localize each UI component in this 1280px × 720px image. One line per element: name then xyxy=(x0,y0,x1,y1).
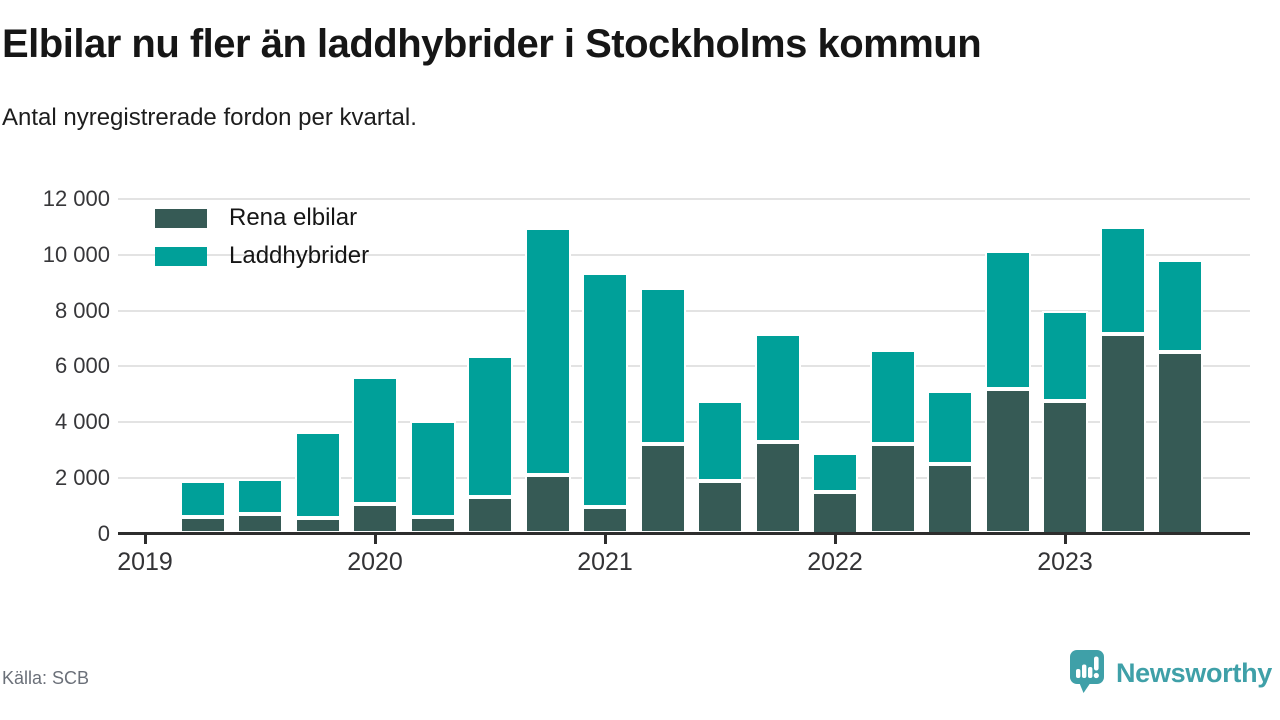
bar-segment-rena-elbilar xyxy=(984,388,1031,534)
bar-segment-laddhybrider xyxy=(1099,226,1146,335)
newsworthy-wordmark: Newsworthy xyxy=(1115,657,1272,688)
chart-subtitle: Antal nyregistrerade fordon per kvartal. xyxy=(2,104,417,131)
bar-segment-laddhybrider xyxy=(869,349,916,445)
bar-segment-rena-elbilar xyxy=(582,507,628,534)
bar-segment-rena-elbilar xyxy=(754,441,801,534)
bar-segment-rena-elbilar xyxy=(179,516,226,534)
x-tick xyxy=(603,535,607,544)
x-tick-label: 2019 xyxy=(117,547,173,576)
y-tick-label: 10 000 xyxy=(42,241,110,267)
legend-swatch-rena-elbilar xyxy=(155,208,207,228)
y-tick-label: 6 000 xyxy=(54,353,110,379)
bar-segment-laddhybrider xyxy=(927,391,973,464)
bar-segment-rena-elbilar xyxy=(927,463,973,534)
bar-segment-laddhybrider xyxy=(812,452,858,492)
page-title: Elbilar nu fler än laddhybrider i Stockh… xyxy=(2,22,982,66)
legend-label: Laddhybrider xyxy=(229,242,370,269)
newsworthy-logo: Newsworthy xyxy=(1069,650,1272,696)
y-tick-label: 12 000 xyxy=(42,186,110,211)
y-gridline xyxy=(118,253,1250,256)
bar-segment-laddhybrider xyxy=(1042,310,1088,402)
legend-item-rena-elbilar: Rena elbilar xyxy=(155,204,369,231)
bar-segment-rena-elbilar xyxy=(1157,352,1203,534)
bar-segment-laddhybrider xyxy=(524,228,571,475)
bar-segment-rena-elbilar xyxy=(639,444,686,534)
x-tick xyxy=(373,535,377,544)
bar-segment-rena-elbilar xyxy=(697,480,743,534)
bar-segment-rena-elbilar xyxy=(467,497,513,534)
y-tick-label: 8 000 xyxy=(54,297,110,323)
x-tick-label: 2020 xyxy=(347,547,403,576)
bar-segment-rena-elbilar xyxy=(409,516,456,534)
legend-swatch-laddhybrider xyxy=(155,246,207,266)
bar-segment-laddhybrider xyxy=(1157,260,1203,353)
bar-segment-laddhybrider xyxy=(294,431,341,519)
x-tick-label: 2021 xyxy=(577,547,633,576)
y-tick-label: 0 xyxy=(97,520,110,546)
bar-segment-rena-elbilar xyxy=(237,513,283,534)
bar-segment-laddhybrider xyxy=(697,401,743,481)
bar-segment-rena-elbilar xyxy=(812,491,858,534)
bar-segment-rena-elbilar xyxy=(352,504,398,534)
y-tick-label: 2 000 xyxy=(54,464,110,490)
bar-segment-laddhybrider xyxy=(237,479,283,514)
source-note: Källa: SCB xyxy=(2,668,90,688)
y-gridline xyxy=(118,198,1250,200)
x-tick-label: 2022 xyxy=(807,547,863,576)
x-tick xyxy=(1063,535,1067,544)
newsworthy-bubble-icon xyxy=(1069,650,1104,693)
bar-segment-rena-elbilar xyxy=(869,444,916,534)
bar-segment-laddhybrider xyxy=(582,272,628,507)
bar-segment-rena-elbilar xyxy=(1099,334,1146,534)
bar-segment-rena-elbilar xyxy=(524,474,571,534)
x-axis-line xyxy=(118,532,1250,535)
bar-segment-laddhybrider xyxy=(984,250,1031,389)
chart-legend: Rena elbilar Laddhybrider xyxy=(155,204,370,283)
x-tick-label: 2023 xyxy=(1037,547,1093,576)
x-tick xyxy=(833,535,837,544)
bar-segment-laddhybrider xyxy=(639,288,686,445)
bar-segment-laddhybrider xyxy=(754,334,801,442)
bar-segment-laddhybrider xyxy=(352,377,398,505)
bar-segment-laddhybrider xyxy=(467,356,513,498)
bar-segment-laddhybrider xyxy=(179,480,226,517)
x-tick xyxy=(143,535,147,544)
bar-segment-rena-elbilar xyxy=(1042,401,1088,534)
bar-segment-laddhybrider xyxy=(409,420,456,517)
y-tick-label: 4 000 xyxy=(54,409,110,434)
legend-label: Rena elbilar xyxy=(229,204,358,231)
legend-item-laddhybrider: Laddhybrider xyxy=(155,242,370,269)
